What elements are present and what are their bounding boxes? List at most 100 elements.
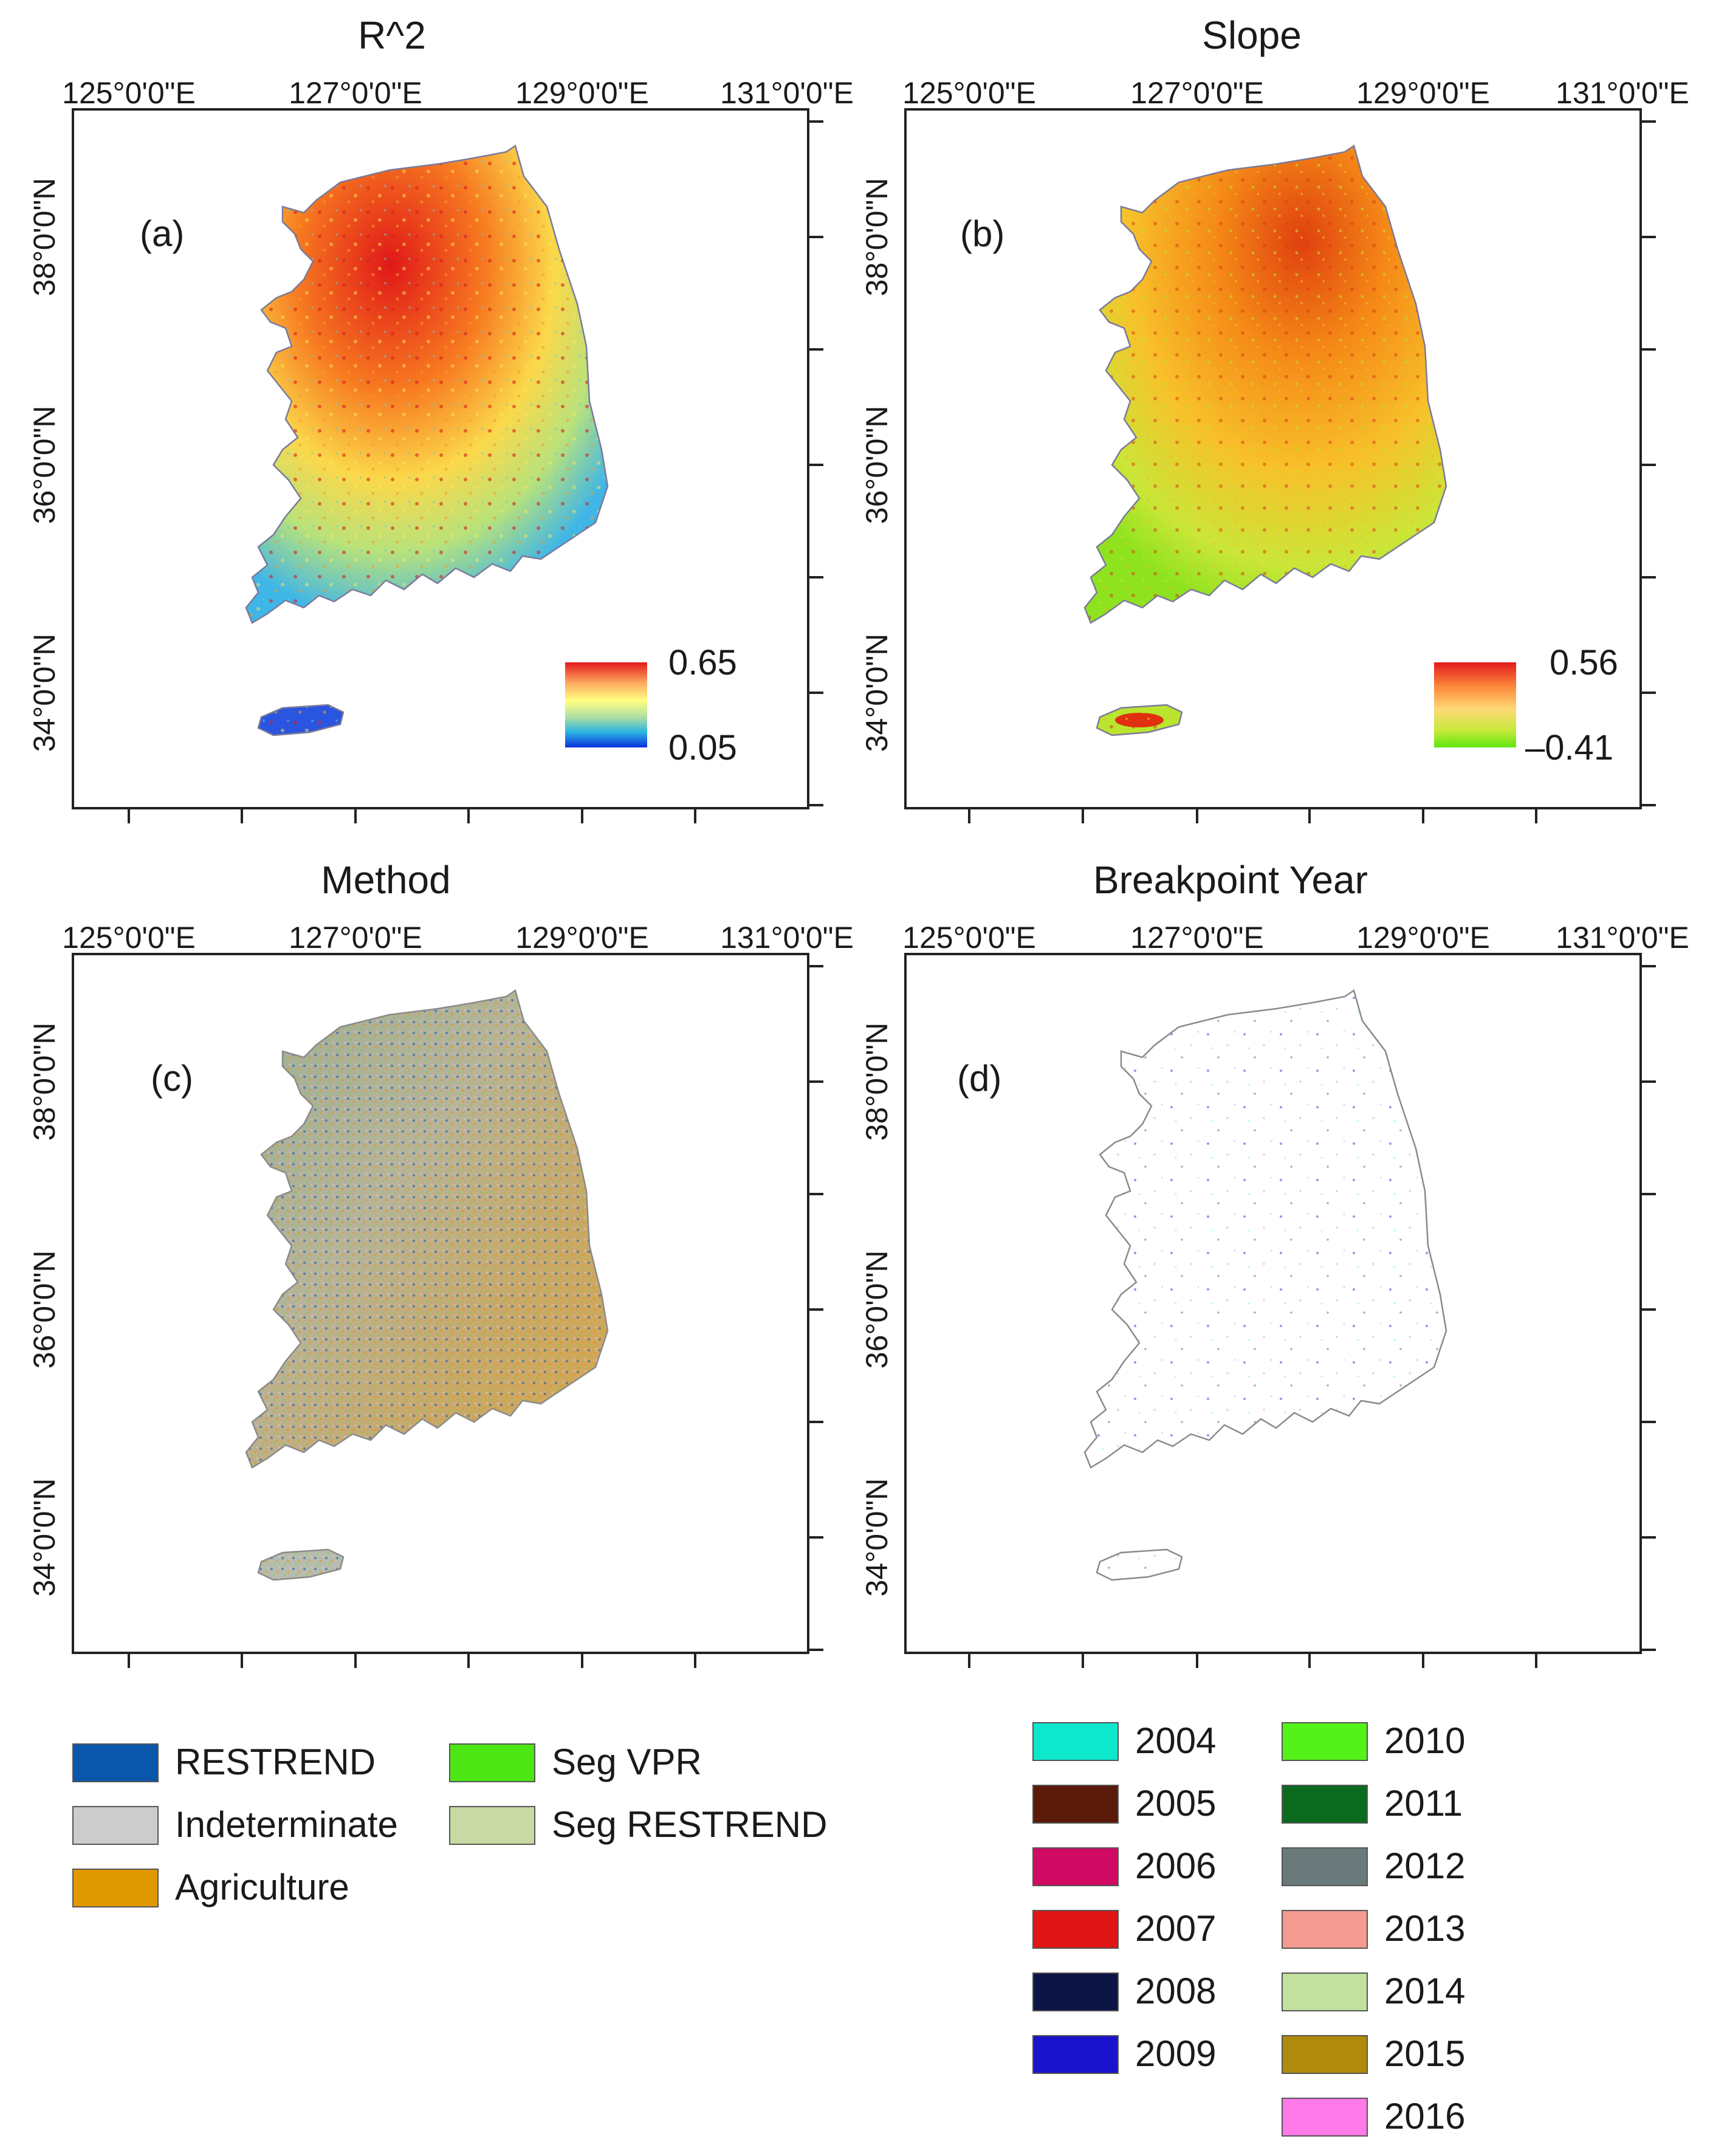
- y-tick-label: 38°0'0"N: [27, 1023, 61, 1141]
- legend-swatch: [1282, 2035, 1368, 2074]
- panel-d: Breakpoint Year 125°0'0"E 127°0'0"E 129°…: [860, 858, 1689, 1668]
- colorbar-min-label: 0.05: [668, 728, 737, 767]
- x-tick-label: 131°0'0"E: [1556, 76, 1689, 110]
- legend-label: 2008: [1135, 1971, 1216, 2011]
- legend-item: 2004: [1032, 1720, 1216, 1761]
- legend-swatch: [1032, 1785, 1119, 1824]
- legend-label: 2004: [1135, 1720, 1216, 1761]
- panel-label: (b): [960, 213, 1004, 254]
- colorbar: 0.56 –0.41: [1434, 643, 1618, 767]
- legend-swatch: [72, 1869, 159, 1907]
- x-tick-labels: 125°0'0"E 127°0'0"E 129°0'0"E 131°0'0"E: [62, 76, 854, 110]
- panel-b: Slope 125°0'0"E 127°0'0"E 129°0'0"E 131°…: [860, 13, 1689, 823]
- legend-swatch: [1282, 1722, 1368, 1761]
- x-tick-label: 127°0'0"E: [289, 921, 422, 955]
- frame-ticks: [968, 965, 1656, 1668]
- x-tick-label: 125°0'0"E: [62, 76, 196, 110]
- y-tick-label: 36°0'0"N: [860, 406, 894, 524]
- panel-a: R^2 125°0'0"E 127°0'0"E 129°0'0"E 131°0'…: [27, 13, 854, 823]
- y-tick-label: 38°0'0"N: [860, 178, 894, 297]
- legend-label: RESTREND: [175, 1742, 376, 1782]
- colorbar-ramp: [1434, 662, 1516, 747]
- legend-item: 2006: [1032, 1845, 1216, 1886]
- frame-ticks: [128, 965, 823, 1668]
- y-tick-label: 38°0'0"N: [860, 1023, 894, 1141]
- legend-item: 2008: [1032, 1971, 1216, 2011]
- legend-swatch: [1032, 1910, 1119, 1949]
- panel-title: Method: [321, 858, 450, 902]
- method-legend: RESTREND Indeterminate Agriculture Seg VPR S…: [72, 1742, 827, 1907]
- legend-swatch: [1282, 1847, 1368, 1886]
- legend-label: Seg VPR: [552, 1742, 702, 1782]
- x-tick-labels: 125°0'0"E 127°0'0"E 129°0'0"E 131°0'0"E: [902, 76, 1689, 110]
- y-tick-label: 34°0'0"N: [860, 1478, 894, 1597]
- legend-swatch: [1032, 1972, 1119, 2011]
- panel-label: (a): [140, 213, 184, 254]
- y-tick-label: 36°0'0"N: [860, 1251, 894, 1369]
- x-tick-label: 129°0'0"E: [515, 921, 649, 955]
- panel-title: R^2: [358, 13, 426, 57]
- colorbar: 0.65 0.05: [565, 643, 737, 767]
- legend-item: 2010: [1282, 1720, 1465, 1761]
- legend-item: 2012: [1282, 1845, 1465, 1886]
- frame-ticks: [128, 120, 823, 823]
- legend-swatch: [449, 1743, 535, 1782]
- panel-label: (d): [957, 1058, 1001, 1099]
- legend-label: 2010: [1384, 1720, 1465, 1761]
- x-tick-label: 125°0'0"E: [902, 76, 1036, 110]
- y-tick-label: 34°0'0"N: [860, 634, 894, 752]
- legend-label: 2006: [1135, 1845, 1216, 1886]
- legend-swatch: [1282, 1785, 1368, 1824]
- y-tick-labels: 38°0'0"N 36°0'0"N 34°0'0"N: [27, 178, 61, 752]
- y-tick-label: 36°0'0"N: [27, 406, 61, 524]
- legend-item: Indeterminate: [72, 1804, 398, 1845]
- legend-item: Seg VPR: [449, 1742, 702, 1782]
- legend-label: Seg RESTREND: [552, 1804, 827, 1845]
- legend-swatch: [1032, 2035, 1119, 2074]
- panel-c: Method 125°0'0"E 127°0'0"E 129°0'0"E 131…: [27, 858, 854, 1668]
- x-tick-label: 127°0'0"E: [1130, 921, 1264, 955]
- x-tick-label: 125°0'0"E: [902, 921, 1036, 955]
- x-tick-label: 129°0'0"E: [1356, 76, 1490, 110]
- legend-swatch: [1032, 1722, 1119, 1761]
- panel-title: Slope: [1202, 13, 1302, 57]
- legend-label: 2007: [1135, 1908, 1216, 1949]
- legend-item: 2005: [1032, 1783, 1216, 1824]
- legend-item: 2007: [1032, 1908, 1216, 1949]
- x-tick-label: 129°0'0"E: [515, 76, 649, 110]
- legend-label: 2009: [1135, 2033, 1216, 2074]
- y-tick-label: 34°0'0"N: [27, 1478, 61, 1597]
- legend-label: 2011: [1384, 1783, 1463, 1824]
- legend-label: 2016: [1384, 2096, 1465, 2137]
- legend-label: 2013: [1384, 1908, 1465, 1949]
- legend-label: 2014: [1384, 1971, 1465, 2011]
- legend-label: 2005: [1135, 1783, 1216, 1824]
- y-tick-labels: 38°0'0"N 36°0'0"N 34°0'0"N: [27, 1023, 61, 1597]
- y-tick-label: 36°0'0"N: [27, 1251, 61, 1369]
- legend-swatch: [1282, 2098, 1368, 2137]
- x-tick-label: 127°0'0"E: [289, 76, 422, 110]
- legend-item: 2014: [1282, 1971, 1465, 2011]
- year-legend: 2004 2005 2006 2007 2008 2009 2010 2011 2012 2013…: [1032, 1720, 1465, 2137]
- legend-swatch: [449, 1806, 535, 1845]
- legend-swatch: [1282, 1910, 1368, 1949]
- x-tick-label: 127°0'0"E: [1130, 76, 1264, 110]
- x-tick-label: 125°0'0"E: [62, 921, 196, 955]
- y-tick-labels: 38°0'0"N 36°0'0"N 34°0'0"N: [860, 178, 894, 752]
- legend-label: Agriculture: [175, 1867, 349, 1907]
- x-tick-label: 131°0'0"E: [1556, 921, 1689, 955]
- y-tick-labels: 38°0'0"N 36°0'0"N 34°0'0"N: [860, 1023, 894, 1597]
- legend-label: Indeterminate: [175, 1804, 398, 1845]
- x-tick-label: 129°0'0"E: [1356, 921, 1490, 955]
- legend-item: 2013: [1282, 1908, 1465, 1949]
- legend-item: Seg RESTREND: [449, 1804, 827, 1845]
- legend-item: 2015: [1282, 2033, 1465, 2074]
- y-tick-label: 38°0'0"N: [27, 178, 61, 297]
- x-tick-label: 131°0'0"E: [720, 921, 854, 955]
- legend-label: 2015: [1384, 2033, 1465, 2074]
- colorbar-max-label: 0.65: [668, 643, 737, 682]
- legend-label: 2012: [1384, 1845, 1465, 1886]
- y-tick-label: 34°0'0"N: [27, 634, 61, 752]
- legend-swatch: [72, 1806, 159, 1845]
